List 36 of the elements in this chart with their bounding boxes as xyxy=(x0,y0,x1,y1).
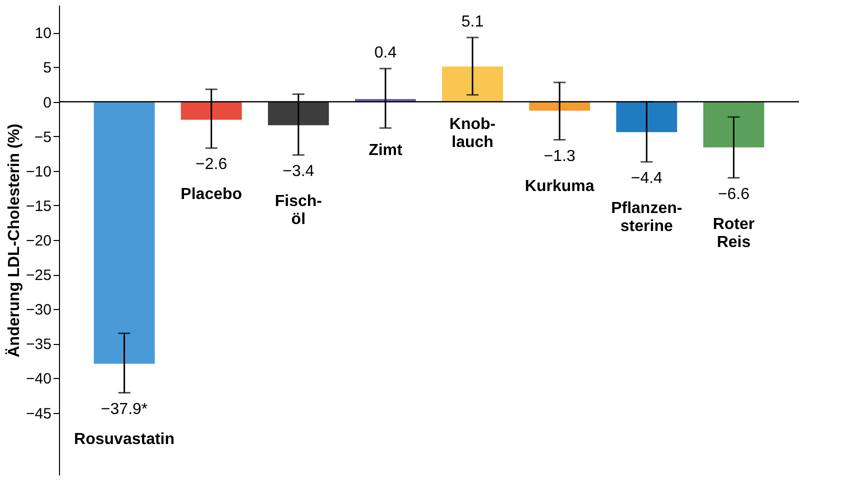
bar xyxy=(268,102,329,126)
data-label: 5.1 xyxy=(461,13,484,30)
x-tick-label: Zimt xyxy=(368,142,404,160)
y-tick-label: −20 xyxy=(26,232,52,250)
x-tick-label: Pflanzen- sterine xyxy=(611,200,682,235)
data-label: 0.4 xyxy=(374,44,397,62)
y-tick-label: −40 xyxy=(26,370,52,388)
y-tick-label: −5 xyxy=(34,128,52,146)
y-tick-label: −25 xyxy=(26,267,52,284)
y-tick-label: 10 xyxy=(34,25,52,42)
bar xyxy=(94,102,155,364)
x-tick-label: Placebo xyxy=(180,186,242,204)
y-tick-label: 0 xyxy=(43,94,52,112)
bar xyxy=(180,102,242,120)
x-tick-label: Roter Reis xyxy=(712,216,755,251)
bar xyxy=(616,102,678,132)
x-tick-label: Fisch- öl xyxy=(274,192,322,228)
data-label: −37.9* xyxy=(100,400,148,418)
data-label: −4.4 xyxy=(630,170,663,187)
y-axis-title: Änderung LDL-Cholesterin (%) xyxy=(5,124,24,358)
y-tick-label: −35 xyxy=(26,336,52,354)
data-label: −2.6 xyxy=(196,156,228,174)
bar xyxy=(442,66,503,102)
y-tick-label: 5 xyxy=(43,60,52,77)
x-tick-label: Knob- lauch xyxy=(449,116,496,151)
bar xyxy=(529,102,590,111)
data-label: −3.4 xyxy=(282,162,314,180)
data-label: −6.6 xyxy=(718,186,750,203)
bar xyxy=(703,102,764,148)
y-tick-label: −45 xyxy=(26,405,52,422)
data-label: −1.3 xyxy=(544,148,576,165)
x-tick-label: Rosuvastatin xyxy=(74,430,175,448)
y-tick-label: −15 xyxy=(26,198,52,215)
y-tick-label: −30 xyxy=(26,302,52,319)
x-tick-label: Kurkuma xyxy=(524,178,594,195)
y-tick-label: −10 xyxy=(26,163,52,180)
